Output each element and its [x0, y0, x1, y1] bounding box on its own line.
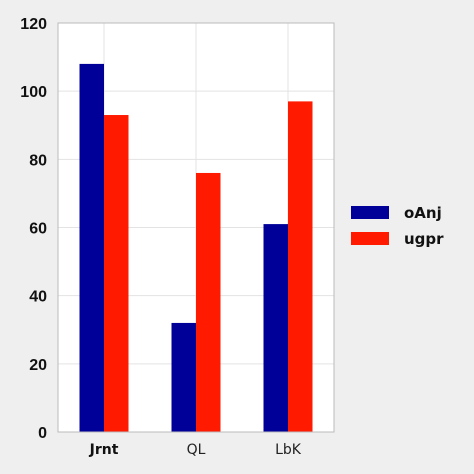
- bar-oAnj-QL: [171, 322, 196, 432]
- y-tick-label-1: 20: [29, 357, 47, 374]
- plot-border: [57, 22, 335, 433]
- y-axis-ticks: 0 20 40 60 80 100 120: [20, 16, 47, 442]
- x-tick-label-0: Jrnt: [89, 442, 119, 458]
- y-tick-label-6: 120: [20, 16, 47, 33]
- x-tick-label-1: QL: [187, 442, 206, 458]
- bars: [79, 63, 313, 433]
- legend: oAnj ugpr: [351, 204, 444, 248]
- y-tick-label-5: 100: [20, 84, 47, 101]
- x-tick-label-2: LbK: [275, 442, 302, 458]
- legend-label-ugpr: ugpr: [404, 230, 444, 248]
- y-tick-label-3: 60: [29, 221, 47, 238]
- bar-ugpr-QL: [196, 172, 221, 432]
- bar-ugpr-Jrnt: [104, 115, 129, 433]
- x-axis-ticks: Jrnt QL LbK: [89, 442, 302, 458]
- y-tick-label-0: 0: [38, 425, 47, 442]
- legend-label-oAnj: oAnj: [404, 204, 442, 222]
- y-tick-label-2: 40: [29, 289, 47, 306]
- legend-swatch-ugpr: [351, 232, 389, 245]
- y-tick-label-4: 80: [29, 152, 47, 169]
- bar-ugpr-LbK: [288, 101, 313, 433]
- bar-oAnj-Jrnt: [79, 63, 104, 433]
- legend-swatch-oAnj: [351, 206, 389, 219]
- bar-oAnj-LbK: [263, 224, 288, 432]
